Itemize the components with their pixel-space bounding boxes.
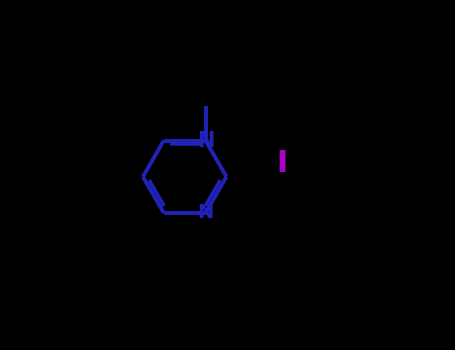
Text: I: I <box>276 149 288 178</box>
Text: N: N <box>197 203 214 223</box>
Text: N: N <box>197 131 214 150</box>
